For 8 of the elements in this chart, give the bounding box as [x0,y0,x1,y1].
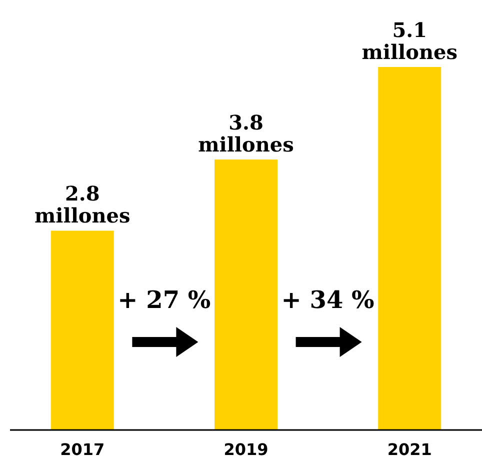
data-label: 5.1 millones [362,18,458,64]
data-label: 2.8 millones [34,182,130,228]
annotation: + 27 % [118,285,211,314]
data-label: 3.8 millones [198,110,294,157]
annotation: + 34 % [281,285,375,314]
x-tick-label: 2019 [224,440,268,459]
x-tick-label: 2021 [387,440,432,459]
x-tick-label: 2017 [60,440,105,459]
